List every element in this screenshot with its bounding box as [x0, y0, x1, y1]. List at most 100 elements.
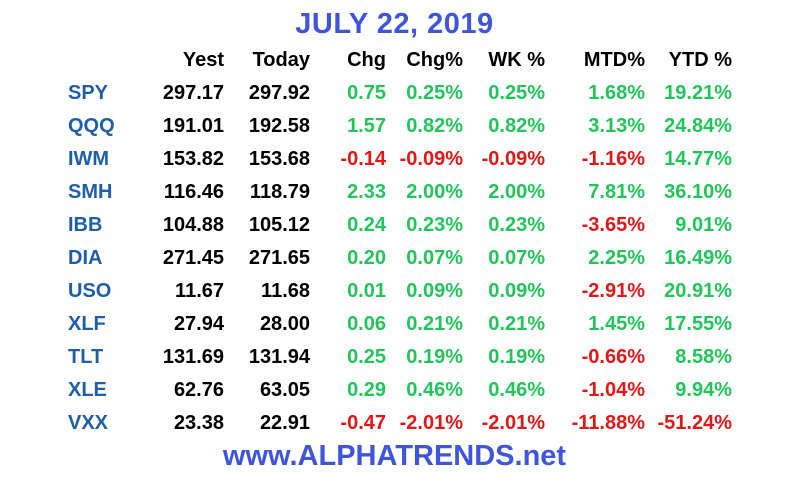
ytd-pct-cell: 8.58%: [675, 346, 732, 368]
today-cell: 271.65: [248, 247, 310, 269]
symbol-cell: IWM: [68, 148, 110, 170]
header-symbol: [68, 44, 144, 77]
chg-pct-cell: 0.82%: [406, 115, 463, 137]
mtd-pct-cell: 1.68%: [588, 82, 645, 104]
wk-pct-cell: -0.09%: [481, 148, 545, 170]
mtd-pct-cell: -2.91%: [581, 280, 645, 302]
wk-pct-cell: 0.46%: [488, 379, 545, 401]
ytd-pct-cell: 14.77%: [664, 148, 732, 170]
today-cell: 63.05: [259, 379, 310, 401]
header-ytd-pct: YTD %: [668, 49, 732, 71]
yest-cell: 11.67: [175, 280, 224, 302]
table-row: XLF 27.94 28.00 0.06 0.21% 0.21% 1.45% 17.55%: [68, 308, 732, 341]
wk-pct-cell: 0.23%: [488, 214, 545, 236]
chg-pct-cell: 0.19%: [406, 346, 463, 368]
website-footer: www.ALPHATRENDS.net: [222, 440, 567, 472]
wk-pct-cell: 0.82%: [488, 115, 545, 137]
chg-pct-cell: 2.00%: [406, 181, 463, 203]
mtd-pct-cell: 1.45%: [588, 313, 645, 335]
header-chg: Chg: [347, 49, 386, 71]
mtd-pct-cell: -1.16%: [581, 148, 645, 170]
table-row: IWM 153.82 153.68 -0.14 -0.09% -0.09% -1.16% 14…: [68, 143, 732, 176]
ytd-pct-cell: 16.49%: [664, 247, 732, 269]
ytd-pct-cell: 9.01%: [675, 214, 732, 236]
chg-pct-cell: 0.21%: [406, 313, 463, 335]
symbol-cell: QQQ: [68, 115, 115, 137]
symbol-cell: XLF: [68, 313, 106, 335]
mtd-pct-cell: 7.81%: [588, 181, 645, 203]
mtd-pct-cell: -3.65%: [581, 214, 645, 236]
yest-cell: 297.17: [162, 82, 224, 104]
ytd-pct-cell: 24.84%: [664, 115, 732, 137]
header-wk-pct: WK %: [488, 49, 545, 71]
table-row: SMH 116.46 118.79 2.33 2.00% 2.00% 7.81% 36.10%: [68, 176, 732, 209]
yest-cell: 153.82: [162, 148, 224, 170]
wk-pct-cell: 2.00%: [488, 181, 545, 203]
mtd-pct-cell: -11.88%: [571, 412, 645, 434]
mtd-pct-cell: -1.04%: [581, 379, 645, 401]
yest-cell: 191.01: [162, 115, 224, 137]
symbol-cell: TLT: [68, 346, 104, 368]
chg-pct-cell: 0.07%: [406, 247, 463, 269]
chg-pct-cell: -0.09%: [399, 148, 463, 170]
table-row: QQQ 191.01 192.58 1.57 0.82% 0.82% 3.13% 24.84%: [68, 110, 732, 143]
symbol-cell: VXX: [68, 412, 109, 434]
ytd-pct-cell: 17.55%: [664, 313, 732, 335]
chg-cell: 0.06: [347, 313, 386, 335]
symbol-cell: XLE: [68, 379, 107, 401]
today-cell: 11.68: [261, 280, 310, 302]
yest-cell: 62.76: [173, 379, 224, 401]
yest-cell: 27.94: [173, 313, 224, 335]
today-cell: 192.58: [248, 115, 310, 137]
today-cell: 105.12: [248, 214, 310, 236]
chg-pct-cell: 0.46%: [406, 379, 463, 401]
header-mtd-pct: MTD%: [583, 49, 645, 71]
today-cell: 153.68: [248, 148, 310, 170]
chg-pct-cell: 0.09%: [406, 280, 463, 302]
today-cell: 22.91: [259, 412, 310, 434]
table-row: USO 11.67 11.68 0.01 0.09% 0.09% -2.91% 20.91%: [68, 275, 732, 308]
ytd-pct-cell: 20.91%: [664, 280, 732, 302]
chg-cell: 0.75: [347, 82, 386, 104]
chg-cell: 0.20: [347, 247, 386, 269]
symbol-cell: SMH: [68, 181, 113, 203]
symbol-cell: DIA: [68, 247, 103, 269]
chg-cell: 0.29: [347, 379, 386, 401]
today-cell: 118.79: [249, 181, 310, 203]
table-row: VXX 23.38 22.91 -0.47 -2.01% -2.01% -11.88% -51…: [68, 407, 732, 440]
chg-pct-cell: 0.25%: [406, 82, 463, 104]
chg-cell: 1.57: [347, 115, 386, 137]
symbol-cell: IBB: [68, 214, 103, 236]
page-title: JULY 22, 2019: [295, 8, 494, 40]
ytd-pct-cell: -51.24%: [657, 412, 733, 434]
chg-cell: 0.24: [347, 214, 386, 236]
wk-pct-cell: 0.19%: [488, 346, 545, 368]
chg-cell: 0.01: [347, 280, 386, 302]
wk-pct-cell: 0.07%: [488, 247, 545, 269]
wk-pct-cell: 0.25%: [488, 82, 545, 104]
yest-cell: 131.69: [162, 346, 224, 368]
yest-cell: 104.88: [162, 214, 224, 236]
table-row: XLE 62.76 63.05 0.29 0.46% 0.46% -1.04% 9.94%: [68, 374, 732, 407]
header-row: Yest Today Chg Chg% WK % MTD% YTD %: [68, 44, 732, 77]
chg-cell: -0.47: [340, 412, 386, 434]
table-row: SPY 297.17 297.92 0.75 0.25% 0.25% 1.68% 19.21%: [68, 77, 732, 110]
wk-pct-cell: 0.09%: [488, 280, 545, 302]
wk-pct-cell: -2.01%: [481, 412, 545, 434]
header-today: Today: [252, 49, 310, 71]
chg-cell: 0.25: [347, 346, 386, 368]
mtd-pct-cell: 3.13%: [588, 115, 645, 137]
symbol-cell: USO: [68, 280, 112, 302]
quote-rows: SPY 297.17 297.92 0.75 0.25% 0.25% 1.68% 19.21%…: [68, 77, 732, 440]
mtd-pct-cell: -0.66%: [581, 346, 645, 368]
today-cell: 28.00: [259, 313, 310, 335]
header-chg-pct: Chg%: [406, 49, 463, 71]
mtd-pct-cell: 2.25%: [588, 247, 645, 269]
wk-pct-cell: 0.21%: [488, 313, 545, 335]
table-row: DIA 271.45 271.65 0.20 0.07% 0.07% 2.25% 16.49%: [68, 242, 732, 275]
header-yest: Yest: [182, 49, 224, 71]
chg-pct-cell: 0.23%: [406, 214, 463, 236]
today-cell: 131.94: [248, 346, 310, 368]
symbol-cell: SPY: [68, 82, 109, 104]
chg-cell: 2.33: [347, 181, 386, 203]
